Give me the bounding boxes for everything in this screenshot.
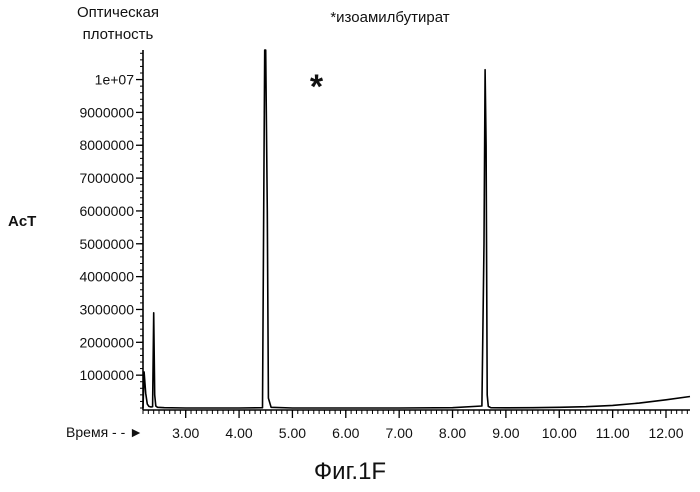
- annotation-asterisk: *: [310, 68, 324, 106]
- series-line: [143, 50, 690, 408]
- annotations: *: [310, 68, 324, 106]
- x-tick-label: 5.00: [279, 425, 306, 441]
- y-tick-label: 8000000: [79, 137, 134, 153]
- figure-caption: Фиг.1F: [314, 458, 386, 485]
- x-tick-label: 6.00: [332, 425, 359, 441]
- y-tick-label: 2000000: [79, 334, 134, 350]
- y-tick-label: 1e+07: [95, 72, 135, 88]
- x-tick-label: 12.00: [648, 425, 683, 441]
- x-tick-label: 9.00: [492, 425, 519, 441]
- y-tick-label: 4000000: [79, 269, 134, 285]
- x-tick-label: 4.00: [225, 425, 252, 441]
- y-tick-label: 1000000: [79, 367, 134, 383]
- x-tick-label: 10.00: [542, 425, 577, 441]
- y-tick-label: 7000000: [79, 170, 134, 186]
- y-tick-label: 3000000: [79, 301, 134, 317]
- y-axis-ticks: 1000000 2000000 3000000 4000000 5000000 60000…: [79, 53, 143, 408]
- y-tick-label: 9000000: [79, 104, 134, 120]
- ylabel-line-2: плотность: [83, 26, 154, 43]
- chart-title: *изоамилбутират: [330, 9, 449, 26]
- y-tick-label: 6000000: [79, 203, 134, 219]
- ylabel-line-1: Оптическая: [77, 4, 159, 21]
- x-tick-label: 8.00: [439, 425, 466, 441]
- xlabel: Время - - ►: [66, 424, 143, 440]
- x-tick-label: 7.00: [386, 425, 413, 441]
- y-tick-label: 5000000: [79, 236, 134, 252]
- x-axis-ticks: 3.00 4.00 5.00 6.00 7.00 8.00 9.00 10.00 11.00 12…: [143, 410, 687, 441]
- axes: [143, 50, 690, 410]
- ylabel-side: AcT: [8, 213, 36, 230]
- x-tick-label: 11.00: [596, 425, 630, 441]
- x-tick-label: 3.00: [172, 425, 199, 441]
